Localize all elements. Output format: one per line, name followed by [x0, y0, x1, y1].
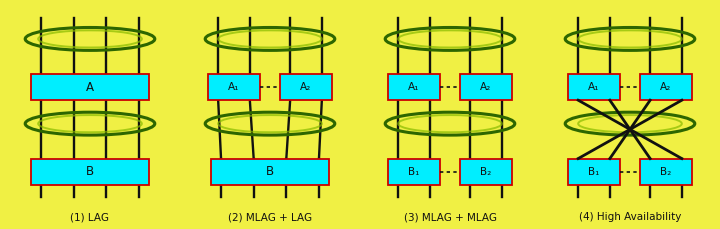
FancyBboxPatch shape [208, 74, 260, 100]
Text: B₂: B₂ [660, 167, 672, 177]
Text: B: B [266, 165, 274, 178]
FancyBboxPatch shape [640, 74, 692, 100]
Text: A₁: A₁ [408, 82, 420, 92]
Text: B₁: B₁ [588, 167, 600, 177]
FancyBboxPatch shape [210, 158, 330, 185]
Text: B₂: B₂ [480, 167, 492, 177]
Text: B₁: B₁ [408, 167, 420, 177]
Text: A: A [86, 81, 94, 93]
Text: A₁: A₁ [228, 82, 240, 92]
Text: A₁: A₁ [588, 82, 600, 92]
Text: (3) MLAG + MLAG: (3) MLAG + MLAG [403, 212, 497, 222]
Text: A₂: A₂ [300, 82, 312, 92]
FancyBboxPatch shape [280, 74, 332, 100]
FancyBboxPatch shape [388, 74, 440, 100]
FancyBboxPatch shape [30, 74, 150, 100]
FancyBboxPatch shape [30, 158, 150, 185]
Text: A₂: A₂ [660, 82, 672, 92]
Text: B: B [86, 165, 94, 178]
FancyBboxPatch shape [568, 74, 620, 100]
FancyBboxPatch shape [460, 74, 512, 100]
Text: A₂: A₂ [480, 82, 492, 92]
Text: (4) High Availability: (4) High Availability [579, 212, 681, 222]
FancyBboxPatch shape [460, 158, 512, 185]
FancyBboxPatch shape [640, 158, 692, 185]
Text: (1) LAG: (1) LAG [71, 212, 109, 222]
Text: (2) MLAG + LAG: (2) MLAG + LAG [228, 212, 312, 222]
FancyBboxPatch shape [388, 158, 440, 185]
FancyBboxPatch shape [568, 158, 620, 185]
